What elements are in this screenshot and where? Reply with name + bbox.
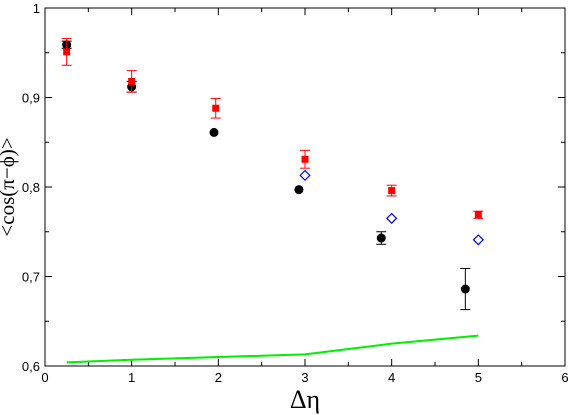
y-tick-label: 0,8 [22,180,40,195]
y-tick-label: 0,6 [22,359,40,374]
series-line [66,334,479,364]
diamond-point [386,212,398,224]
y-tick-label: 0,9 [22,91,40,106]
circle-point [209,127,219,137]
circle-point [294,185,304,195]
square-point [212,104,220,112]
y-tick-label: 0,7 [22,270,40,285]
square-point [63,48,71,56]
axis-ticks: 0 1 2 3 4 5 6 0,6 0,7 0,8 0,9 1 [22,1,568,385]
x-tick-label: 6 [561,370,568,385]
x-tick-label: 5 [475,370,482,385]
circle-point [460,284,470,294]
square-point [388,187,396,195]
circle-point [376,233,386,243]
x-tick-label: 0 [41,370,48,385]
x-axis-title: Δη [290,385,320,414]
square-point [474,211,482,219]
plot-frame [44,7,566,367]
square-point [301,155,309,163]
chart-marks [61,37,484,364]
x-tick-label: 3 [301,370,308,385]
square-point [128,77,136,85]
x-tick-label: 2 [215,370,222,385]
x-tick-label: 1 [128,370,135,385]
diamond-point [299,169,311,182]
diamond-point [472,234,484,246]
y-axis-title: <cos(π−ϕ)> [0,137,19,236]
y-tick-label: 1 [33,1,40,16]
x-tick-label: 4 [388,370,395,385]
